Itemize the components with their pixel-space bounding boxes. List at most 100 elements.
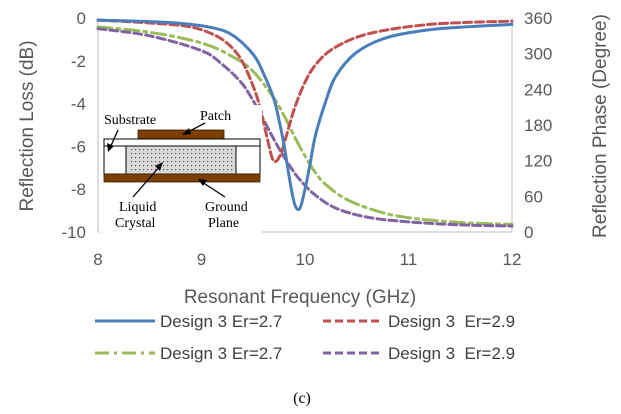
liquid-crystal-arrowhead xyxy=(155,162,163,171)
lc-dot xyxy=(187,161,189,163)
lc-dot xyxy=(223,157,225,159)
x-tick-label: 9 xyxy=(197,250,206,269)
lc-dot xyxy=(135,149,137,151)
lc-dot xyxy=(183,149,185,151)
y-axis-title-left: Reflection Loss (dB) xyxy=(17,40,38,211)
lc-dot xyxy=(203,149,205,151)
y-left-tick-label: -8 xyxy=(71,180,86,199)
antenna-cross-section-diagram: Patch Substrate Liquid Crystal Ground Pl… xyxy=(100,105,262,235)
liquid-crystal-dots xyxy=(131,149,237,171)
lc-dot xyxy=(183,153,185,155)
lc-dot xyxy=(199,165,201,167)
lc-dot xyxy=(187,169,189,171)
substrate-right-wall xyxy=(235,145,261,175)
lc-dot xyxy=(191,153,193,155)
legend-label-3: Design 3 Er=2.7 xyxy=(160,344,282,363)
lc-dot xyxy=(175,149,177,151)
lc-dot xyxy=(207,161,209,163)
lc-dot xyxy=(135,165,137,167)
lc-dot xyxy=(171,153,173,155)
lc-dot xyxy=(191,165,193,167)
lc-dot xyxy=(211,153,213,155)
lc-dot xyxy=(215,165,217,167)
lc-dot xyxy=(207,165,209,167)
lc-dot xyxy=(211,169,213,171)
lc-dot xyxy=(155,157,157,159)
lc-dot xyxy=(147,149,149,151)
lc-dot xyxy=(235,161,237,163)
lc-dot xyxy=(155,153,157,155)
y-left-tick-label: -6 xyxy=(71,137,86,156)
lc-dot xyxy=(187,157,189,159)
lc-dot xyxy=(147,153,149,155)
lc-dot xyxy=(195,153,197,155)
lc-dot xyxy=(155,169,157,171)
figure-caption: (c) xyxy=(293,390,311,407)
lc-dot xyxy=(139,153,141,155)
liquid-crystal-label-line1: Liquid xyxy=(119,200,156,215)
patch-arrowhead xyxy=(182,128,191,135)
y-left-tick-label: -4 xyxy=(71,95,86,114)
lc-dot xyxy=(219,149,221,151)
lc-dot xyxy=(179,149,181,151)
lc-dot xyxy=(207,153,209,155)
lc-dot xyxy=(195,149,197,151)
x-axis-title: Resonant Frequency (GHz) xyxy=(184,287,416,308)
ground-plane-arrowhead xyxy=(198,179,207,186)
y-right-tick-label: 180 xyxy=(524,116,552,135)
y-right-tick-label: 240 xyxy=(524,80,552,99)
lc-dot xyxy=(195,169,197,171)
lc-dot xyxy=(135,161,137,163)
right-tick-labels: 360 300 240 180 120 60 0 xyxy=(524,9,552,242)
lc-dot xyxy=(219,169,221,171)
lc-dot xyxy=(203,157,205,159)
lc-dot xyxy=(179,157,181,159)
lc-dot xyxy=(195,157,197,159)
lc-dot xyxy=(143,161,145,163)
lc-dot xyxy=(219,157,221,159)
lc-dot xyxy=(131,157,133,159)
lc-dot xyxy=(199,161,201,163)
lc-dot xyxy=(227,169,229,171)
lc-dot xyxy=(167,149,169,151)
patch-layer xyxy=(137,129,225,140)
lc-dot xyxy=(159,153,161,155)
y-left-tick-label: -10 xyxy=(61,223,86,242)
lc-dot xyxy=(191,149,193,151)
lc-dot xyxy=(235,157,237,159)
lc-dot xyxy=(203,169,205,171)
lc-dot xyxy=(191,169,193,171)
lc-dot xyxy=(151,149,153,151)
lc-dot xyxy=(219,161,221,163)
series-line-4 xyxy=(96,27,514,228)
y-right-tick-label: 120 xyxy=(524,152,552,171)
lc-dot xyxy=(171,169,173,171)
lc-dot xyxy=(211,161,213,163)
lc-dot xyxy=(235,153,237,155)
lc-dot xyxy=(175,153,177,155)
lc-dot xyxy=(227,149,229,151)
lc-dot xyxy=(203,165,205,167)
lc-dot xyxy=(231,153,233,155)
lc-dot xyxy=(131,149,133,151)
lc-dot xyxy=(159,161,161,163)
lc-dot xyxy=(175,169,177,171)
lc-dot xyxy=(163,169,165,171)
left-tick-labels: 0 -2 -4 -6 -8 -10 xyxy=(61,9,86,242)
lc-dot xyxy=(163,149,165,151)
lc-dot xyxy=(235,165,237,167)
lc-dot xyxy=(223,169,225,171)
lc-dot xyxy=(131,165,133,167)
lc-dot xyxy=(147,165,149,167)
y-left-tick-label: 0 xyxy=(77,9,86,28)
lc-dot xyxy=(219,165,221,167)
lc-dot xyxy=(211,149,213,151)
lc-dot xyxy=(227,161,229,163)
x-tick-labels: 8 9 10 11 12 xyxy=(93,250,521,269)
lc-dot xyxy=(143,169,145,171)
lc-dot xyxy=(183,161,185,163)
lc-dot xyxy=(151,165,153,167)
y-right-tick-label: 300 xyxy=(524,45,552,64)
lc-dot xyxy=(151,161,153,163)
